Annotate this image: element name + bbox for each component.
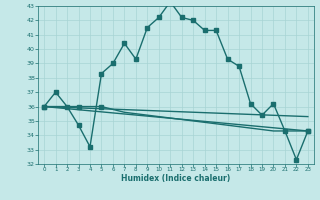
X-axis label: Humidex (Indice chaleur): Humidex (Indice chaleur) [121,174,231,183]
